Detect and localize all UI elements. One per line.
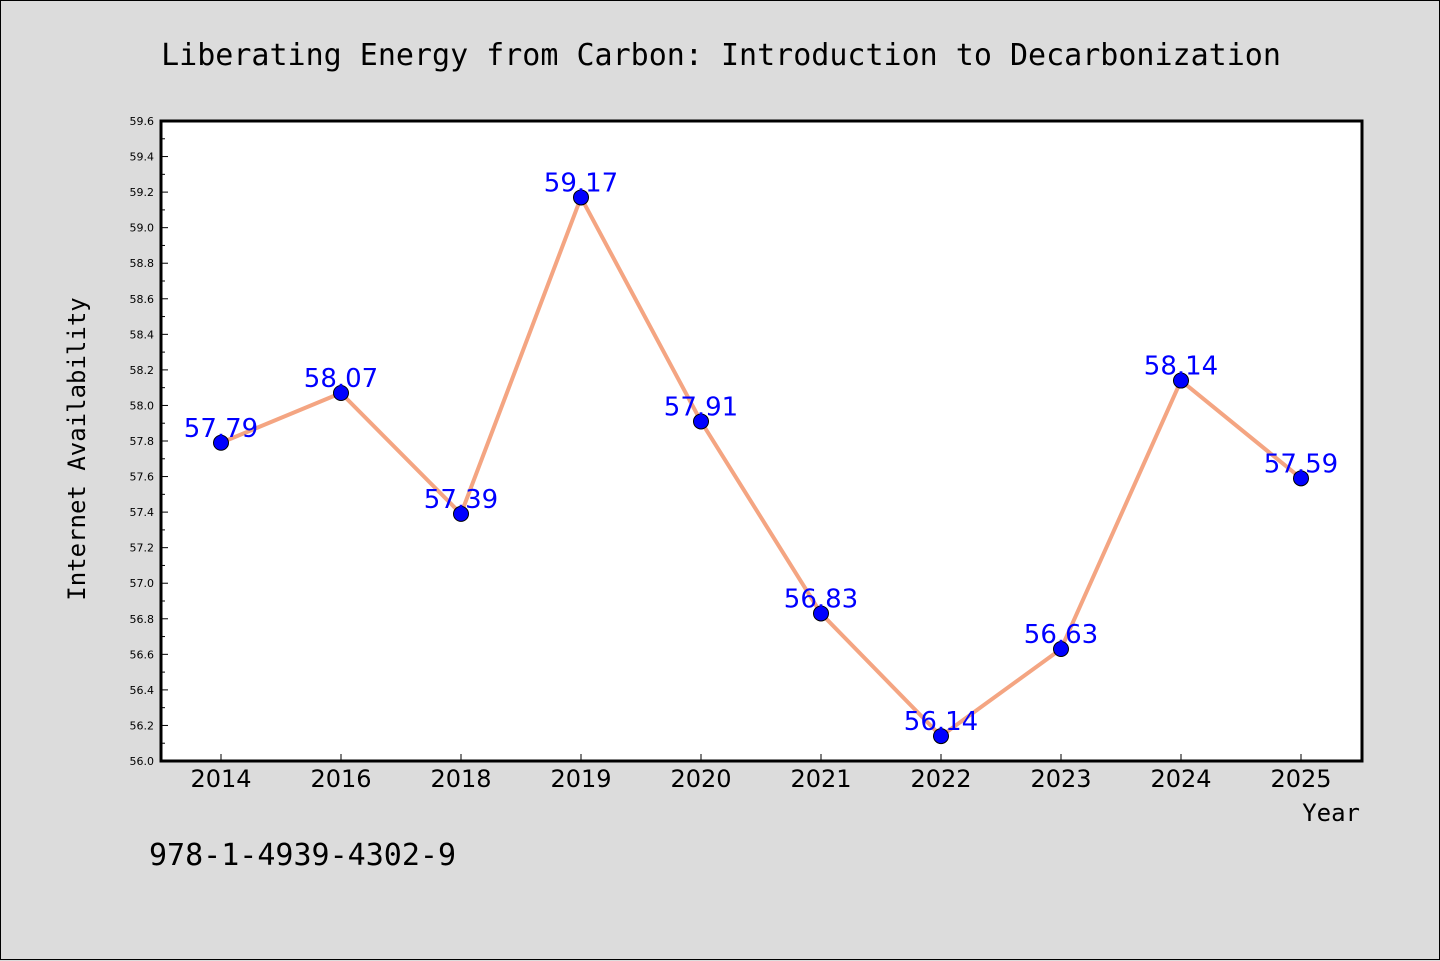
y-tick-label: 57.4: [130, 506, 155, 519]
data-label: 57.59: [1264, 449, 1338, 479]
x-tick-label: 2023: [1030, 765, 1091, 793]
x-tick-label: 2014: [190, 765, 251, 793]
data-label: 58.07: [304, 364, 378, 394]
data-point: [453, 505, 469, 522]
y-tick-label: 58.4: [130, 328, 155, 341]
data-label: 59.17: [544, 168, 618, 198]
y-tick-label: 59.2: [130, 186, 155, 199]
data-labels-group: 57.79 58.07 57.39 59.17 57.91 56.83 56.14 56.63…: [184, 168, 1338, 737]
data-point: [573, 189, 589, 206]
y-axis-label: Internet Availability: [63, 297, 91, 600]
y-tick-label: 58.2: [130, 364, 155, 377]
data-point: [1053, 641, 1069, 657]
series-group: [213, 189, 1309, 745]
series-line: [220, 195, 1303, 739]
x-tick-label: 2025: [1270, 765, 1331, 793]
plot-area: [161, 121, 1362, 761]
y-tick-label: 57.8: [130, 435, 155, 448]
y-tick-label: 58.0: [130, 399, 155, 412]
x-tick-label: 2024: [1150, 765, 1211, 793]
x-tick-label: 2020: [670, 765, 731, 793]
chart-title: Liberating Energy from Carbon: Introduct…: [161, 38, 1281, 73]
data-point: [213, 434, 229, 451]
x-tick-label: 2016: [310, 765, 371, 793]
data-label: 56.14: [904, 707, 978, 737]
data-label: 58.14: [1144, 352, 1218, 382]
data-point: [933, 728, 949, 745]
data-label: 57.79: [184, 414, 258, 444]
isbn-text: 978-1-4939-4302-9: [149, 838, 456, 873]
y-tick-label: 56.6: [130, 648, 155, 661]
data-label: 56.63: [1024, 620, 1098, 650]
x-axis-label: Year: [1302, 799, 1360, 827]
data-point: [1293, 470, 1309, 487]
plot-frame: [159, 119, 1364, 763]
x-tick-label: 2022: [910, 765, 971, 793]
x-tick-label: 2018: [430, 765, 491, 793]
y-tick-label: 58.8: [130, 257, 155, 270]
y-tick-label: 59.4: [130, 151, 155, 164]
y-tick-label: 56.8: [130, 613, 155, 626]
y-tick-label: 59.6: [130, 115, 155, 128]
data-point: [813, 605, 829, 622]
y-tick-label: 57.2: [130, 542, 155, 555]
y-tick-label: 57.6: [130, 471, 155, 484]
y-tick-label: 56.0: [130, 755, 155, 768]
x-tick-label: 2021: [790, 765, 851, 793]
data-label: 57.91: [664, 392, 738, 422]
y-tick-label: 56.4: [130, 684, 155, 697]
y-tick-label: 57.0: [130, 577, 155, 590]
data-point: [333, 385, 349, 401]
y-tick-label: 59.0: [130, 222, 155, 235]
x-tick-label: 2019: [550, 765, 611, 793]
y-tick-label: 56.2: [130, 719, 155, 732]
y-tick-label: 58.6: [130, 293, 155, 306]
x-axis-ticks: 2014 2016 2018 2019 2020 2021 2022 2023 2024 2025: [190, 754, 1332, 793]
y-axis-ticks: 56.0 56.2 56.4 56.6 56.8 57.0 57.2 57.4 57.6 57.8…: [130, 115, 168, 768]
data-label: 56.83: [784, 584, 858, 614]
data-label: 57.39: [424, 485, 498, 515]
data-point: [1173, 372, 1189, 389]
data-point: [693, 413, 709, 430]
